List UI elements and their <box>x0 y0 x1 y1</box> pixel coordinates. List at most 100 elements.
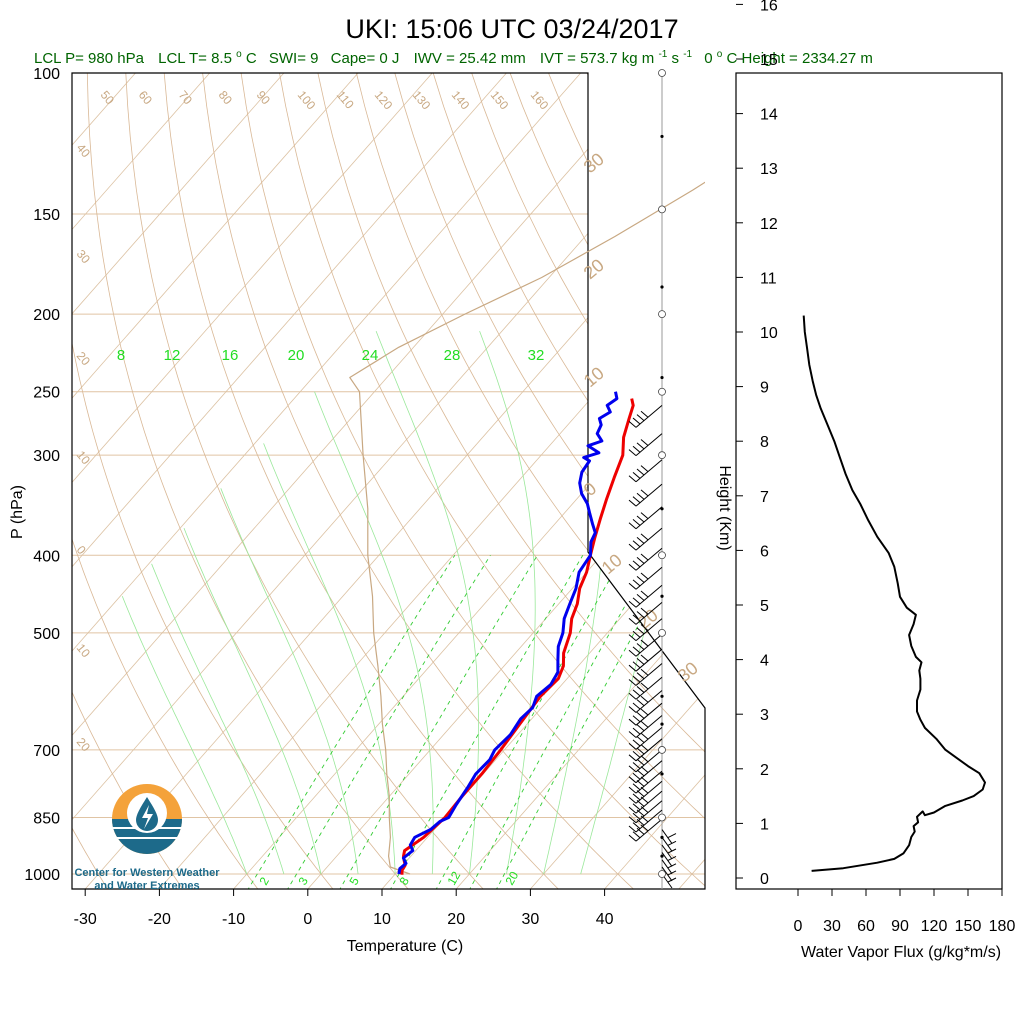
wind-barb-feather <box>628 600 637 608</box>
dry-adiabat-label: 80 <box>216 88 236 107</box>
wind-level-dot <box>660 772 664 776</box>
flux-tick-label: 120 <box>921 918 948 935</box>
dry-adiabat-label: 60 <box>136 88 156 107</box>
freezing-level-height: C Height = 2334.27 m <box>727 50 873 67</box>
wind-barb-feather <box>640 708 649 716</box>
isotherm-line <box>72 73 581 889</box>
wind-barb-feather <box>628 754 637 762</box>
wind-calm-marker <box>658 813 666 822</box>
wind-barb-feather <box>628 679 637 686</box>
wind-barb-staff <box>635 506 663 530</box>
wind-barb-staff <box>635 770 663 794</box>
wind-barb-feather <box>636 758 645 766</box>
moist-adiabat-line <box>479 330 536 875</box>
mixing-ratio-label: 32 <box>528 347 545 364</box>
isotherm-label: 20 <box>580 255 608 283</box>
chart-title: UKI: 15:06 UTC 03/24/2017 <box>345 14 678 44</box>
wind-level-dot <box>660 594 664 598</box>
wind-barb-staff <box>661 837 673 852</box>
dry-adiabat-line <box>701 73 705 889</box>
wind-barb-feather <box>628 706 637 713</box>
isotherm-line <box>307 73 705 889</box>
mixing-ratio-label: 8 <box>396 874 412 887</box>
temperature-tick-label: -10 <box>222 911 245 928</box>
logo-text-line1: Center for Western Weather <box>74 867 220 879</box>
mixing-ratio-line <box>434 555 625 889</box>
isotherm-line <box>72 73 285 889</box>
wind-calm-marker <box>658 205 666 214</box>
height-tick-label: 7 <box>760 489 769 506</box>
wind-barb-feather <box>628 475 637 483</box>
wind-barb-feather <box>667 848 677 854</box>
wind-barb-feather <box>636 611 645 618</box>
mixing-ratio-label: 3 <box>295 874 311 887</box>
wind-barb-staff <box>635 527 663 551</box>
mixing-ratio-label: 12 <box>164 347 181 364</box>
temperature-tick-label: 0 <box>303 911 312 928</box>
wind-barb-feather <box>632 831 641 839</box>
skewt-frame <box>71 72 706 890</box>
wind-barb-staff <box>635 749 663 773</box>
wind-barb-feather <box>636 594 645 601</box>
isotherm-line <box>753 73 1024 889</box>
wind-barb-feather <box>640 755 649 763</box>
height-tick-label: 0 <box>760 871 769 888</box>
height-tick-label: 15 <box>760 52 778 69</box>
wind-barb-feather <box>636 818 645 826</box>
wind-barb-feather <box>632 822 641 829</box>
wind-barb-feather <box>632 689 641 697</box>
wind-barb-feather <box>628 806 637 814</box>
wind-barb-feather <box>636 643 645 650</box>
flux-tick-label: 90 <box>891 918 909 935</box>
wind-barb-staff <box>635 633 663 657</box>
wind-barb-feather <box>640 489 649 497</box>
wind-barb-feather <box>628 796 637 804</box>
wind-barb-feather <box>636 686 645 693</box>
ivt-exponent-1: -1 <box>658 49 667 60</box>
wind-barb-feather <box>632 702 641 710</box>
dewpoint-profile <box>397 391 619 875</box>
moist-adiabat-line <box>183 527 322 875</box>
flux-panel-frame <box>735 72 1003 890</box>
lcl-temperature-unit: C <box>246 50 257 67</box>
temperature-tick-label: 10 <box>373 911 391 928</box>
wind-barb-staff <box>635 663 663 686</box>
wind-barb-feather <box>628 834 637 842</box>
wind-barb-feather <box>667 870 677 876</box>
wind-barb-feather <box>632 579 641 587</box>
wind-barb-feather <box>636 712 645 719</box>
mixing-ratio-label: 16 <box>222 347 239 364</box>
temperature-tick-label: -20 <box>148 911 171 928</box>
mixing-ratio-label: 12 <box>444 869 463 888</box>
height-axis-label: Height (Km) <box>716 465 733 550</box>
wind-barb-staff <box>635 566 663 590</box>
wind-barb-staff <box>635 433 663 457</box>
dry-adiabat-label: 30 <box>74 247 94 266</box>
mixing-ratio-line <box>468 555 654 889</box>
wind-barb-feather <box>640 553 649 561</box>
temperature-tick-label: 30 <box>522 911 540 928</box>
wind-barb-feather <box>667 840 677 846</box>
isotherm-line <box>0 73 61 889</box>
dry-adiabat-line <box>548 73 705 889</box>
isotherm-line <box>72 73 210 889</box>
wind-barb-feather <box>640 796 649 804</box>
pressure-tick-label: 250 <box>33 385 60 402</box>
moist-adiabat-line <box>543 331 608 875</box>
flux-tick-label: 30 <box>823 918 841 935</box>
wind-barb-feather <box>636 414 645 421</box>
wind-barb-staff <box>661 859 673 875</box>
dry-adiabat-label: 130 <box>410 88 434 113</box>
height-tick-label: 9 <box>760 380 769 397</box>
isotherm-label: 10 <box>598 550 626 578</box>
wind-barb-staff <box>635 618 663 642</box>
isotherm-line <box>233 73 705 889</box>
parcel-path <box>349 181 705 875</box>
mixing-ratio-lines <box>246 555 678 889</box>
isobars <box>72 73 705 875</box>
wind-barb-feather <box>628 449 637 457</box>
height-tick-label: 13 <box>760 161 778 178</box>
logo-bolt-icon <box>142 805 153 829</box>
isotherm-line <box>455 73 705 889</box>
